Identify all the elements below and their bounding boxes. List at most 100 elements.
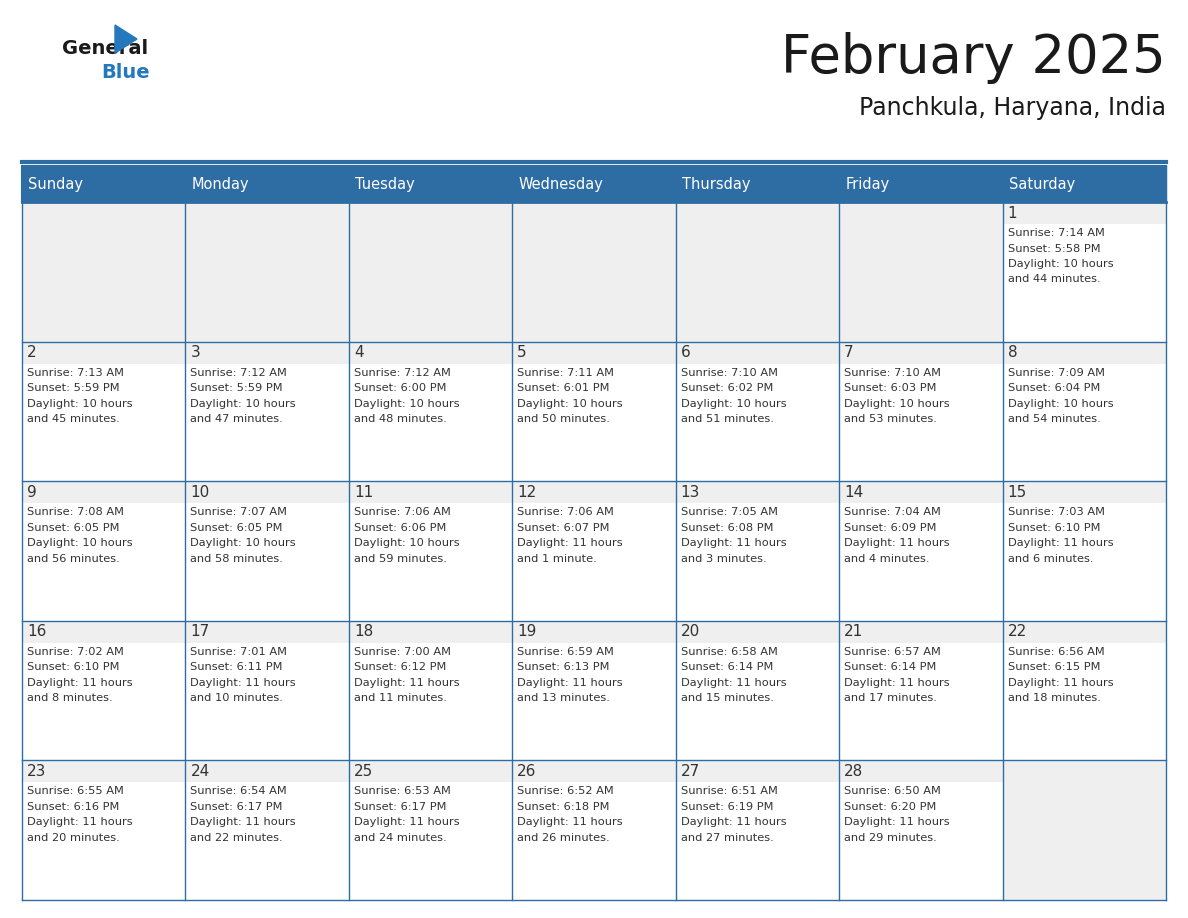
Bar (676, 621, 839, 643)
Bar (839, 760, 1003, 900)
Text: Sunrise: 7:12 AM: Sunrise: 7:12 AM (190, 367, 287, 377)
Text: and 51 minutes.: and 51 minutes. (681, 414, 773, 424)
Text: Sunset: 6:20 PM: Sunset: 6:20 PM (845, 802, 936, 812)
Text: Sunset: 6:05 PM: Sunset: 6:05 PM (27, 522, 120, 532)
Bar (1003, 341, 1165, 481)
Text: Sunrise: 6:58 AM: Sunrise: 6:58 AM (681, 647, 778, 656)
Text: and 54 minutes.: and 54 minutes. (1007, 414, 1100, 424)
Bar (839, 202, 1003, 341)
Text: Daylight: 11 hours: Daylight: 11 hours (845, 677, 949, 688)
Bar (185, 202, 349, 341)
Text: 26: 26 (517, 764, 537, 778)
Text: Sunrise: 6:55 AM: Sunrise: 6:55 AM (27, 787, 124, 797)
Text: Sunset: 6:02 PM: Sunset: 6:02 PM (681, 383, 773, 393)
Text: Sunrise: 7:11 AM: Sunrise: 7:11 AM (517, 367, 614, 377)
Bar (23, 341, 185, 481)
Bar (1003, 166, 1165, 202)
Text: Daylight: 10 hours: Daylight: 10 hours (27, 538, 133, 548)
Text: Panchkula, Haryana, India: Panchkula, Haryana, India (859, 96, 1165, 120)
Text: Daylight: 11 hours: Daylight: 11 hours (517, 538, 623, 548)
Bar (839, 481, 1003, 503)
Text: 16: 16 (27, 624, 46, 639)
Bar (512, 621, 676, 760)
Text: Sunrise: 6:51 AM: Sunrise: 6:51 AM (681, 787, 778, 797)
Bar (23, 621, 185, 643)
Bar (349, 341, 512, 481)
Text: and 44 minutes.: and 44 minutes. (1007, 274, 1100, 285)
Text: Daylight: 11 hours: Daylight: 11 hours (517, 677, 623, 688)
Text: Sunrise: 7:08 AM: Sunrise: 7:08 AM (27, 508, 124, 517)
Text: Friday: Friday (845, 176, 890, 192)
Text: Sunset: 6:13 PM: Sunset: 6:13 PM (517, 662, 609, 672)
Bar (839, 760, 1003, 782)
Text: Sunset: 6:10 PM: Sunset: 6:10 PM (1007, 522, 1100, 532)
Text: and 3 minutes.: and 3 minutes. (681, 554, 766, 564)
Text: Sunset: 6:07 PM: Sunset: 6:07 PM (517, 522, 609, 532)
Text: Daylight: 11 hours: Daylight: 11 hours (681, 677, 786, 688)
Bar (1003, 481, 1165, 503)
Text: Daylight: 10 hours: Daylight: 10 hours (517, 398, 623, 409)
Text: Daylight: 11 hours: Daylight: 11 hours (27, 817, 133, 827)
Text: 17: 17 (190, 624, 209, 639)
Text: Sunrise: 7:06 AM: Sunrise: 7:06 AM (517, 508, 614, 517)
Text: Sunset: 6:03 PM: Sunset: 6:03 PM (845, 383, 936, 393)
Text: and 6 minutes.: and 6 minutes. (1007, 554, 1093, 564)
Text: Sunset: 6:00 PM: Sunset: 6:00 PM (354, 383, 447, 393)
Bar (676, 202, 839, 341)
Bar (512, 621, 676, 643)
Text: Sunset: 6:06 PM: Sunset: 6:06 PM (354, 522, 447, 532)
Text: 21: 21 (845, 624, 864, 639)
Text: Daylight: 10 hours: Daylight: 10 hours (1007, 259, 1113, 269)
Text: Sunrise: 6:56 AM: Sunrise: 6:56 AM (1007, 647, 1105, 656)
Text: and 27 minutes.: and 27 minutes. (681, 833, 773, 843)
Text: Sunrise: 7:14 AM: Sunrise: 7:14 AM (1007, 228, 1105, 238)
Text: 27: 27 (681, 764, 700, 778)
Text: Sunrise: 7:13 AM: Sunrise: 7:13 AM (27, 367, 124, 377)
Text: and 47 minutes.: and 47 minutes. (190, 414, 283, 424)
Bar (185, 481, 349, 503)
Text: 4: 4 (354, 345, 364, 360)
Bar (185, 481, 349, 621)
Text: Daylight: 11 hours: Daylight: 11 hours (27, 677, 133, 688)
Bar (512, 341, 676, 481)
Text: Sunset: 6:04 PM: Sunset: 6:04 PM (1007, 383, 1100, 393)
Text: Sunset: 6:18 PM: Sunset: 6:18 PM (517, 802, 609, 812)
Bar (1003, 760, 1165, 900)
Bar (23, 481, 185, 503)
Text: Daylight: 10 hours: Daylight: 10 hours (845, 398, 949, 409)
Bar (1003, 202, 1165, 224)
Bar (676, 341, 839, 481)
Text: Sunrise: 7:02 AM: Sunrise: 7:02 AM (27, 647, 124, 656)
Text: Sunrise: 6:50 AM: Sunrise: 6:50 AM (845, 787, 941, 797)
Bar (185, 202, 349, 341)
Bar (839, 621, 1003, 643)
Text: Sunset: 6:05 PM: Sunset: 6:05 PM (190, 522, 283, 532)
Text: 6: 6 (681, 345, 690, 360)
Text: 23: 23 (27, 764, 46, 778)
Text: 15: 15 (1007, 485, 1026, 499)
Text: Sunrise: 7:00 AM: Sunrise: 7:00 AM (354, 647, 451, 656)
Bar (1003, 481, 1165, 621)
Text: 19: 19 (517, 624, 537, 639)
Text: Sunrise: 6:52 AM: Sunrise: 6:52 AM (517, 787, 614, 797)
Bar (349, 202, 512, 341)
Bar (185, 621, 349, 760)
Text: Daylight: 10 hours: Daylight: 10 hours (354, 398, 460, 409)
Text: Wednesday: Wednesday (518, 176, 604, 192)
Text: Daylight: 11 hours: Daylight: 11 hours (354, 817, 460, 827)
Text: and 8 minutes.: and 8 minutes. (27, 693, 113, 703)
Bar (185, 341, 349, 481)
Bar (23, 760, 185, 900)
Bar (349, 341, 512, 364)
Text: and 29 minutes.: and 29 minutes. (845, 833, 937, 843)
Text: Sunrise: 7:09 AM: Sunrise: 7:09 AM (1007, 367, 1105, 377)
Text: 24: 24 (190, 764, 209, 778)
Bar (676, 202, 839, 341)
Bar (349, 166, 512, 202)
Bar (676, 481, 839, 503)
Bar (23, 341, 185, 364)
Text: Saturday: Saturday (1009, 176, 1075, 192)
Text: February 2025: February 2025 (782, 32, 1165, 84)
Text: 10: 10 (190, 485, 209, 499)
Text: Daylight: 11 hours: Daylight: 11 hours (190, 677, 296, 688)
